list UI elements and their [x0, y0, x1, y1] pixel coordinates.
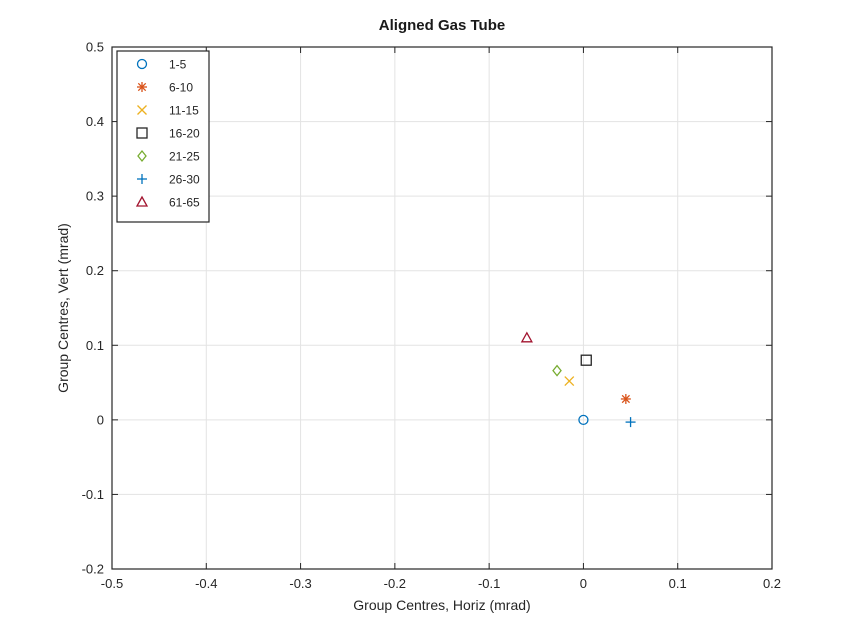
data-point-11-15 — [564, 376, 575, 387]
data-point-1-5 — [578, 414, 589, 426]
data-point-6-10 — [620, 393, 631, 404]
data-point-16-20 — [580, 354, 592, 366]
legend-marker-11-15 — [137, 105, 147, 115]
data-point-21-25 — [552, 364, 562, 377]
legend: 1-5 6-10 11-15 16-20 21-25 26-30 61-65 — [116, 50, 210, 223]
axis-ticks: -0.5 -0.4 -0.3 -0.2 -0.1 0 0.1 0.2 -0.2 -0.1 0 0.1 0… — [82, 40, 781, 592]
x-tick-label: 0 — [580, 576, 587, 591]
y-tick-label: 0.2 — [86, 263, 104, 278]
legend-marker-26-30 — [137, 174, 147, 184]
data-point-26-30 — [625, 417, 636, 428]
legend-label: 1-5 — [169, 58, 187, 72]
x-tick-label: 0.1 — [669, 576, 687, 591]
x-tick-label: -0.5 — [101, 576, 123, 591]
y-tick-label: -0.2 — [82, 562, 104, 577]
legend-label: 61-65 — [169, 196, 200, 210]
y-tick-label: 0.4 — [86, 114, 104, 129]
legend-marker-6-10 — [137, 82, 147, 92]
y-axis-label: Group Centres, Vert (mrad) — [55, 223, 71, 393]
x-tick-label: 0.2 — [763, 576, 781, 591]
legend-label: 11-15 — [169, 104, 199, 118]
x-tick-label: -0.2 — [384, 576, 406, 591]
legend-marker-61-65 — [135, 195, 149, 207]
data-points — [520, 331, 636, 428]
plot-area-frame — [111, 46, 773, 570]
legend-label: 26-30 — [169, 173, 200, 187]
grid — [111, 46, 773, 570]
x-tick-label: -0.1 — [478, 576, 500, 591]
legend-marker-16-20 — [136, 127, 148, 139]
data-point-61-65 — [520, 331, 533, 343]
chart-title: Aligned Gas Tube — [379, 17, 505, 34]
x-axis-label: Group Centres, Horiz (mrad) — [353, 597, 530, 613]
y-tick-label: 0.5 — [86, 40, 104, 55]
legend-label: 21-25 — [169, 150, 200, 164]
legend-label: 16-20 — [169, 127, 200, 141]
x-tick-label: -0.3 — [289, 576, 311, 591]
legend-label: 6-10 — [169, 81, 193, 95]
x-tick-label: -0.4 — [195, 576, 217, 591]
y-tick-label: -0.1 — [82, 487, 104, 502]
y-tick-label: 0.1 — [86, 338, 104, 353]
legend-marker-1-5 — [136, 58, 148, 70]
legend-box — [116, 50, 210, 223]
legend-marker-21-25 — [137, 149, 147, 163]
y-tick-label: 0.3 — [86, 189, 104, 204]
y-tick-label: 0 — [97, 412, 104, 427]
